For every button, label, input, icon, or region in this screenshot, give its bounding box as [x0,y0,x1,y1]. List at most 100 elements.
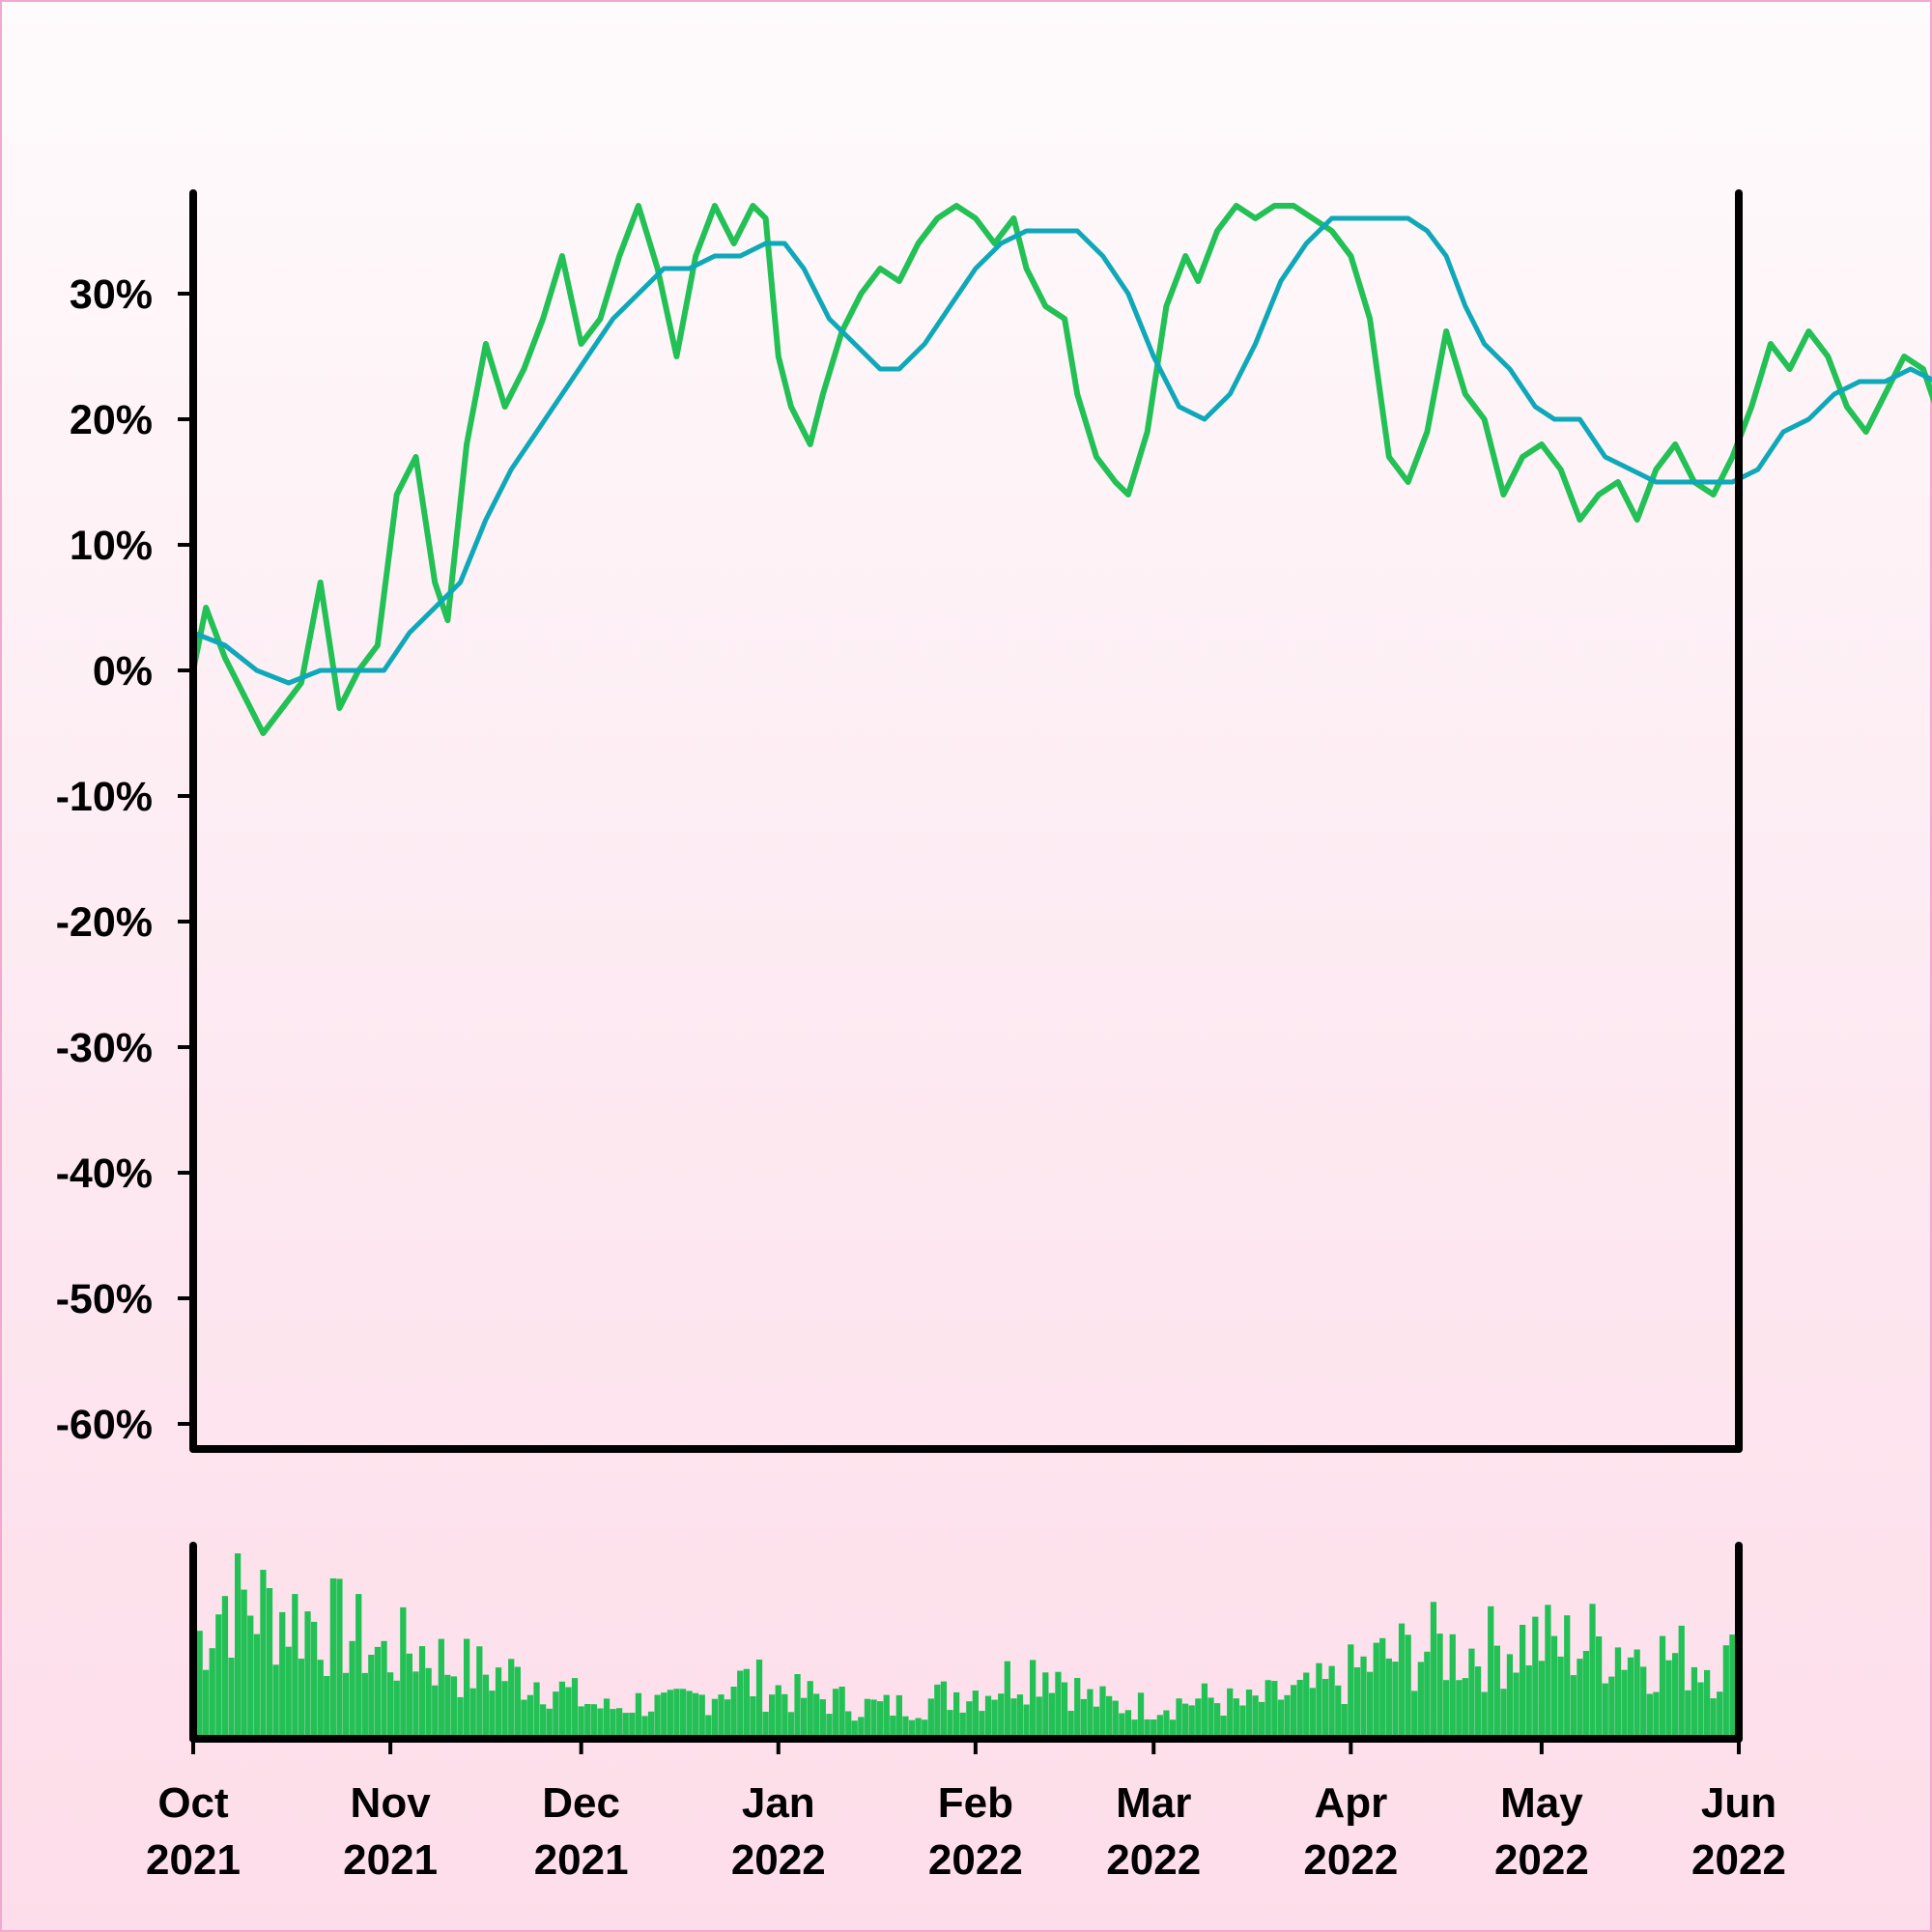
series-line-daily [190,203,1932,736]
volume-bar [1640,1666,1647,1739]
volume-bar [336,1578,343,1739]
volume-bar [597,1708,604,1739]
volume-bar [953,1691,960,1739]
volume-bar [724,1699,731,1739]
volume-bar [1303,1672,1310,1739]
volume-bar [279,1611,286,1739]
volume-bar [1264,1680,1271,1739]
volume-bar [1436,1634,1443,1739]
volume-bar [1163,1710,1170,1739]
x-tick-label-year: 2021 [343,1836,438,1884]
volume-bar [743,1668,750,1739]
volume-bar [1055,1671,1062,1739]
volume-bar [387,1672,394,1739]
volume-bar [1411,1690,1418,1739]
volume-panel: Oct 2021 Nov 2021 Dec 2021 Jan 2022 Feb 2022 Mar 20… [146,1542,1786,1884]
volume-bar [1348,1644,1354,1739]
volume-bar [1010,1698,1017,1739]
volume-bar [1550,1635,1558,1739]
volume-bar [654,1694,661,1739]
volume-bar [1424,1651,1431,1739]
volume-bar [641,1716,648,1739]
volume-bar [1449,1634,1456,1739]
volume-bar [1188,1705,1195,1739]
volume-bar [381,1640,387,1739]
volume-bar [1672,1653,1679,1739]
volume-bar [241,1589,247,1739]
volume-bar [578,1706,584,1739]
volume-bar [1653,1691,1660,1739]
volume-bar [801,1697,808,1739]
y-tick-label: 0% [93,648,153,695]
volume-bar [501,1681,508,1739]
volume-bar [298,1659,305,1739]
volume-bar [1614,1647,1622,1739]
volume-bar [311,1621,318,1739]
x-axis-ticks: Oct 2021 Nov 2021 Dec 2021 Jan 2022 Feb 2022 Mar 20… [146,1739,1786,1884]
volume-bar [603,1698,611,1739]
volume-bar [1557,1656,1564,1739]
volume-bar [1506,1654,1514,1739]
volume-bar [1690,1666,1698,1739]
volume-bar [1710,1698,1717,1739]
volume-bar [622,1713,629,1739]
volume-bar [1443,1680,1450,1739]
x-tick-label-year: 2022 [1303,1836,1398,1884]
y-tick-label: -50% [56,1276,153,1322]
volume-bar [247,1615,254,1739]
volume-bar [508,1659,515,1739]
y-tick-label: -20% [56,899,153,946]
volume-bar [1474,1666,1482,1739]
volume-bar [877,1701,884,1739]
volume-bar [1284,1694,1291,1739]
x-tick-label-year: 2022 [1691,1836,1786,1884]
volume-bar [1341,1704,1348,1739]
volume-bar [590,1704,597,1739]
volume-bar [412,1671,419,1739]
volume-bar [1367,1671,1374,1739]
volume-bar [1538,1661,1546,1739]
volume-bar [374,1646,382,1739]
volume-bar [1627,1657,1634,1739]
volume-bar [769,1694,776,1739]
volume-bar [546,1708,553,1739]
volume-bar [1665,1660,1672,1739]
x-tick-label-month: Oct [157,1779,229,1827]
volume-bar [1176,1698,1182,1739]
volume-bar [571,1678,579,1739]
volume-bar [1201,1683,1208,1739]
volume-bar [285,1646,292,1739]
volume-bar [1729,1634,1736,1739]
volume-bar [807,1681,813,1739]
volume-bar [750,1696,756,1739]
volume-bar [673,1689,680,1739]
volume-bar [1048,1692,1056,1739]
x-tick-label-month: Jan [742,1779,815,1827]
volume-bar [476,1646,483,1739]
volume-bar [215,1614,222,1739]
volume-bar [1259,1701,1265,1739]
volume-bar [533,1682,540,1739]
volume-bar [1030,1660,1037,1739]
volume-bar [1462,1678,1468,1739]
volume-bar [647,1711,655,1739]
volume-bar [661,1692,668,1739]
x-tick-label-month: May [1500,1779,1583,1827]
volume-bar [1634,1649,1640,1739]
volume-bar [922,1719,928,1739]
x-tick-label-year: 2022 [928,1836,1023,1884]
y-axis-ticks: -60% -50% -40% -30% -20% -10% 0% 10% 20% 30% [56,271,193,1448]
volume-bar [329,1577,336,1739]
volume-bar [324,1676,330,1739]
volume-bar [1233,1698,1239,1739]
volume-bar [1169,1719,1177,1739]
volume-bar [1124,1710,1132,1739]
volume-bar [832,1689,839,1739]
volume-bar [1570,1675,1577,1739]
volume-bar [317,1660,324,1739]
volume-bar [355,1594,362,1739]
volume-bar [1379,1637,1386,1739]
volume-bar [1493,1645,1500,1739]
volume-bar [203,1669,210,1739]
